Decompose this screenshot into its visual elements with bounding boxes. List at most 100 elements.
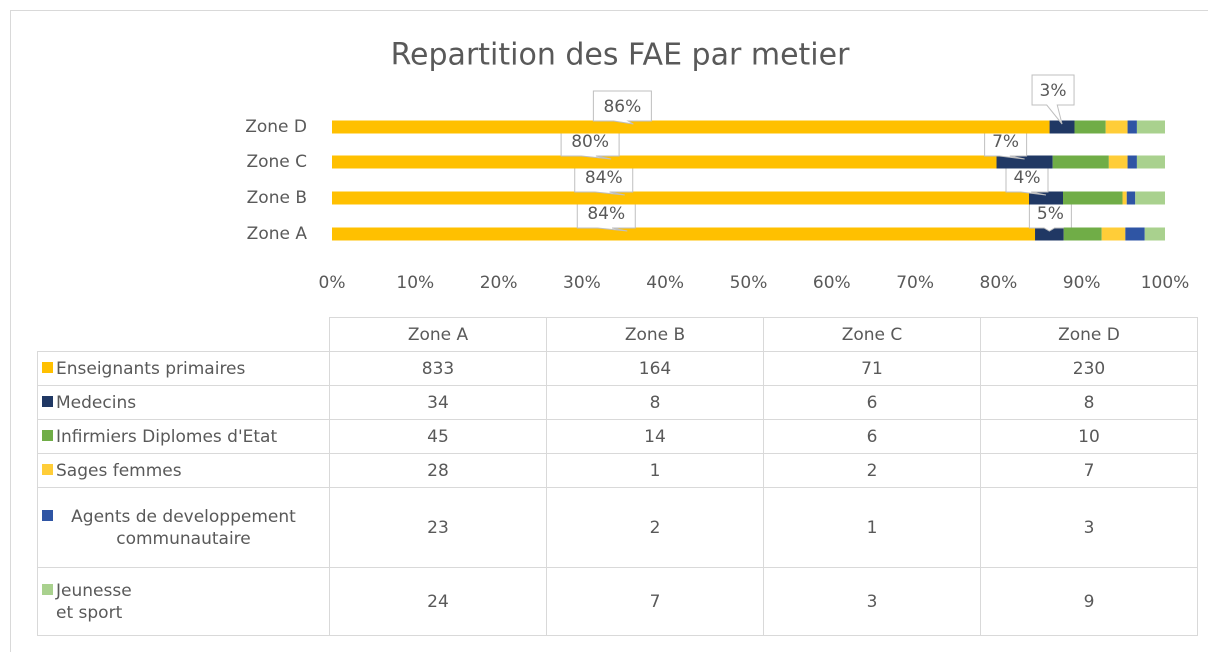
legend-label: Enseignants primaires <box>56 358 246 379</box>
x-tick-label: 50% <box>730 273 768 293</box>
data-label: 7% <box>992 132 1019 152</box>
table-row-label: Agents de developpement communautaire <box>37 487 330 568</box>
x-tick-label: 70% <box>896 273 934 293</box>
x-tick-label: 30% <box>563 273 601 293</box>
legend-swatch <box>42 395 53 407</box>
bar-segment <box>1127 155 1137 169</box>
callout <box>592 90 652 125</box>
table-row-label: Jeunesse et sport <box>37 567 330 636</box>
table-cell: 71 <box>763 351 981 386</box>
table-cell: 23 <box>329 487 547 568</box>
table-cell: 34 <box>329 385 547 420</box>
table-cell: 1 <box>546 453 764 488</box>
chart-title: Repartition des FAE par metier <box>391 38 851 73</box>
legend-swatch <box>42 509 53 521</box>
table-cell: 1 <box>763 487 981 568</box>
table-header: Zone B <box>546 317 764 352</box>
legend-swatch <box>42 429 53 441</box>
table-cell: 28 <box>329 453 547 488</box>
data-label: 86% <box>603 97 641 117</box>
table-cell: 833 <box>329 351 547 386</box>
table-cell: 9 <box>980 567 1198 636</box>
data-label: 4% <box>1014 168 1041 188</box>
table-cell: 7 <box>980 453 1198 488</box>
table-cell: 2 <box>763 453 981 488</box>
y-tick-label: Zone A <box>247 224 308 244</box>
table-cell: 164 <box>546 351 764 386</box>
table-header: Zone A <box>329 317 547 352</box>
bar-segment <box>1105 120 1128 134</box>
bar-segment <box>1074 120 1106 134</box>
bar-segment <box>1029 191 1063 205</box>
frame <box>10 10 1208 652</box>
legend-swatch <box>42 463 53 475</box>
bar-segment <box>332 155 997 169</box>
x-tick-label: 40% <box>646 273 684 293</box>
bar-segment <box>1101 227 1126 241</box>
bar-segment <box>1063 227 1102 241</box>
bar-segment <box>1108 155 1128 169</box>
bar-segment <box>1135 191 1165 205</box>
bar-segment <box>1136 155 1165 169</box>
table-cell: 3 <box>980 487 1198 568</box>
bar-segment <box>1136 120 1165 134</box>
x-tick-label: 20% <box>480 273 518 293</box>
table-row: Agents de developpement communautaire 23 2… <box>37 487 1198 568</box>
bar-segment <box>1122 191 1127 205</box>
x-tick-label: 0% <box>319 273 346 293</box>
table-row: Infirmiers Diplomes d'Etat 45 14 6 10 <box>37 419 1198 454</box>
y-tick-label: Zone C <box>246 152 307 172</box>
callout <box>1031 74 1075 125</box>
x-tick-label: 80% <box>980 273 1018 293</box>
table-cell: 45 <box>329 419 547 454</box>
y-tick-label: Zone B <box>247 188 307 208</box>
legend-label: Medecins <box>56 392 137 413</box>
bar-segment <box>996 155 1053 169</box>
legend-swatch <box>42 361 53 373</box>
bar-segment <box>1052 155 1109 169</box>
table-cell: 6 <box>763 419 981 454</box>
table-row: Medecins 34 8 6 8 <box>37 385 1198 420</box>
bar-segment <box>1125 227 1145 241</box>
table-cell: 3 <box>763 567 981 636</box>
data-label: 84% <box>587 204 625 224</box>
table-header: Zone D <box>980 317 1198 352</box>
chart: Repartition des FAE par metier 0% 10% 20% 3… <box>245 38 1190 294</box>
bar-segment <box>1127 120 1137 134</box>
x-tick-label: 60% <box>813 273 851 293</box>
data-label: 3% <box>1040 81 1067 101</box>
table-cell: 8 <box>980 385 1198 420</box>
table-row: Jeunesse et sport 24 7 3 9 <box>37 567 1198 636</box>
x-tick-label: 90% <box>1063 273 1101 293</box>
data-label: 84% <box>585 168 623 188</box>
table-cell: 230 <box>980 351 1198 386</box>
table-row: Enseignants primaires 833 164 71 230 <box>37 351 1198 386</box>
table-row-label: Sages femmes <box>37 453 330 488</box>
bar-segment <box>332 191 1029 205</box>
table-cell: 8 <box>546 385 764 420</box>
table-corner <box>37 317 330 352</box>
bar-segment <box>332 227 1036 241</box>
y-tick-label: Zone D <box>245 117 307 137</box>
legend-label: Infirmiers Diplomes d'Etat <box>56 426 278 447</box>
bar-segment <box>1035 227 1064 241</box>
table-cell: 14 <box>546 419 764 454</box>
x-tick-label: 10% <box>396 273 434 293</box>
table-row-label: Infirmiers Diplomes d'Etat <box>37 419 330 454</box>
table-row-label: Medecins <box>37 385 330 420</box>
table-header-row: Zone A Zone B Zone C Zone D <box>37 317 1198 352</box>
data-label: 5% <box>1037 204 1064 224</box>
x-tick-label: 100% <box>1141 273 1190 293</box>
bar-segment <box>332 120 1050 134</box>
table-cell: 10 <box>980 419 1198 454</box>
bar-segment <box>1144 227 1165 241</box>
table-cell: 6 <box>763 385 981 420</box>
data-label: 80% <box>571 132 609 152</box>
legend-label: Jeunesse et sport <box>56 580 132 623</box>
bar-segment <box>1063 191 1123 205</box>
table-cell: 24 <box>329 567 547 636</box>
legend-label: Agents de developpement communautaire <box>71 506 296 549</box>
table-row-label: Enseignants primaires <box>37 351 330 386</box>
bar-segment <box>1126 191 1136 205</box>
